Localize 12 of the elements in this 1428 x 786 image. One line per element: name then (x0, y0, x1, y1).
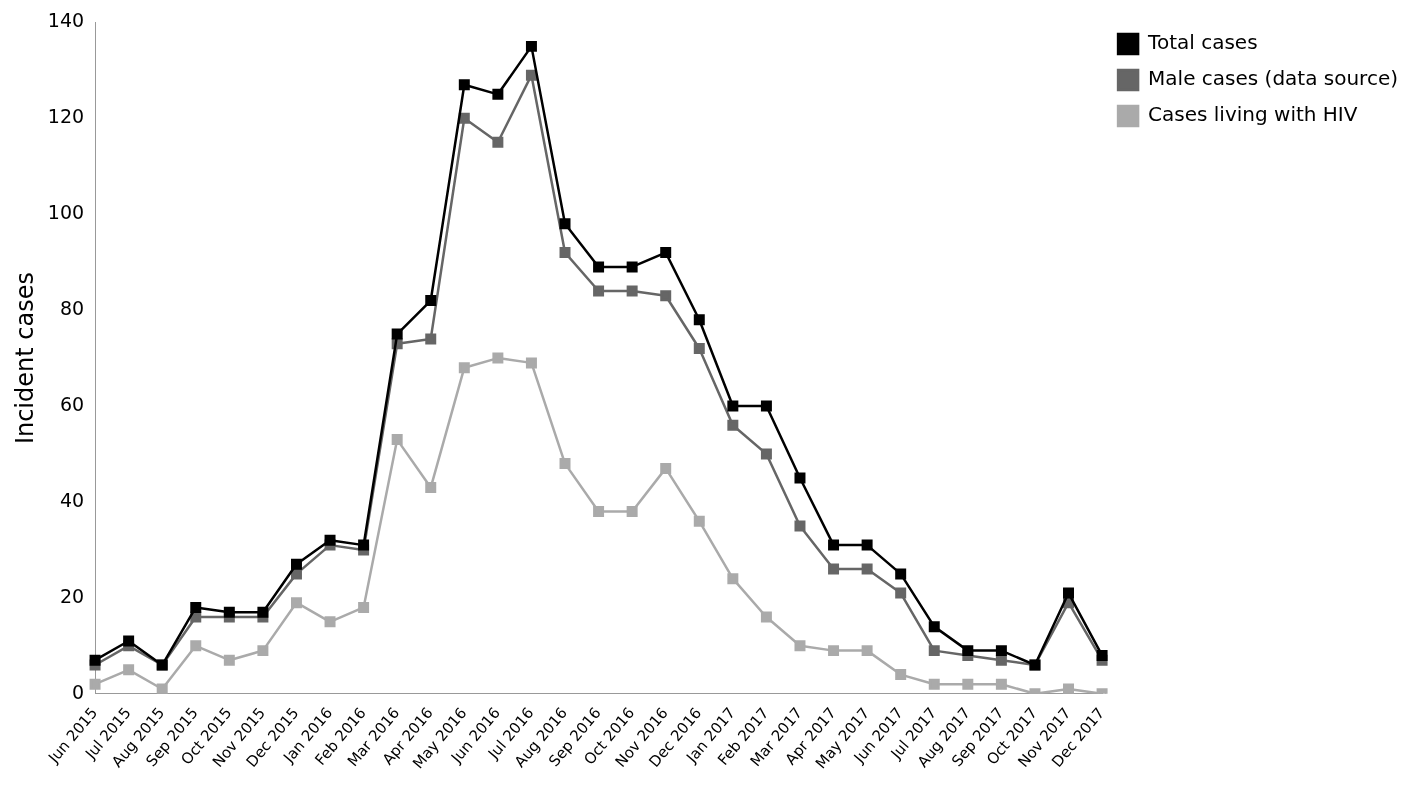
y-tick-label: 120 (47, 105, 85, 128)
y-tick-label: 100 (47, 201, 85, 224)
legend-label: Total cases (1147, 30, 1258, 55)
y-axis-title: Incident cases (10, 272, 39, 445)
y-tick-label: 140 (47, 9, 85, 32)
y-tick-label: 0 (71, 680, 85, 703)
y-tick-label: 20 (59, 584, 85, 607)
legend-label: Male cases (data source) (1148, 66, 1399, 91)
y-tick-label: 60 (59, 392, 85, 415)
y-tick-label: 40 (59, 488, 85, 511)
y-tick-label: 80 (59, 297, 85, 320)
legend-label: Cases living with HIV (1148, 102, 1358, 127)
